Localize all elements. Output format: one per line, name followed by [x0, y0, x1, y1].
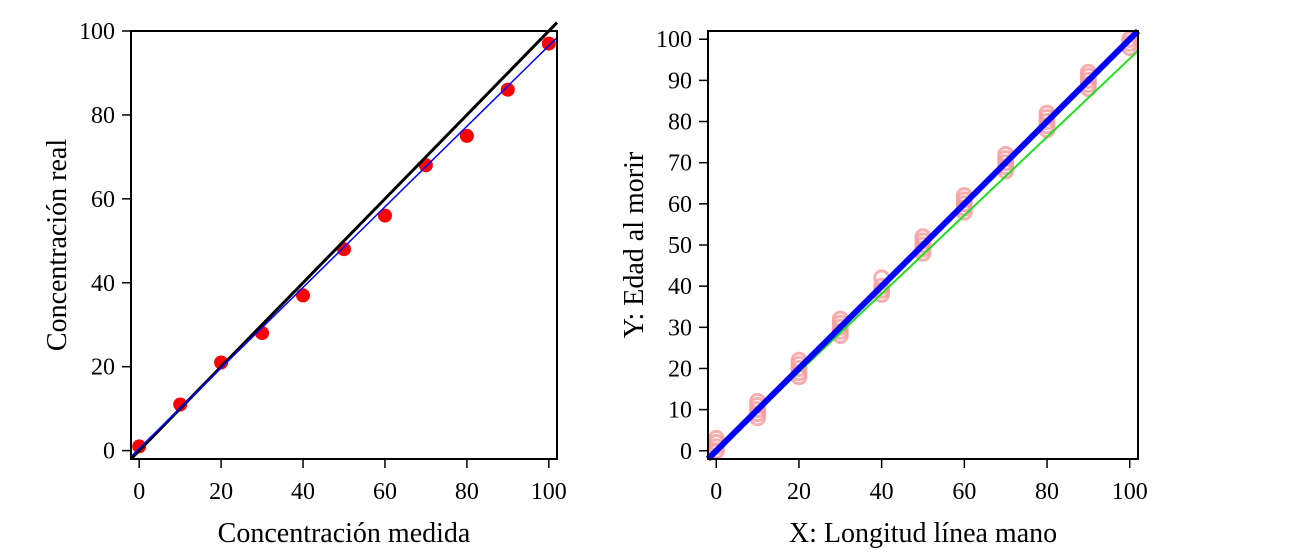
- right-x-axis-title: X: Longitud línea mano: [789, 518, 1057, 549]
- reference-line: [130, 37, 558, 458]
- left-chart-marks: [129, 21, 559, 461]
- reference-line: [705, 28, 1141, 462]
- y-tick-label: 40: [668, 274, 692, 300]
- left-y-axis: 0 20 40 60 80 100: [79, 19, 131, 465]
- data-point: [214, 355, 229, 370]
- y-tick-label: 60: [91, 187, 115, 213]
- right-x-axis: 0 20 40 60 80 100: [710, 459, 1148, 505]
- left-x-axis-title: Concentración medida: [218, 518, 471, 549]
- x-tick-label: 40: [870, 479, 894, 505]
- right-chart-marks: [705, 28, 1141, 462]
- y-tick-label: 10: [668, 398, 692, 424]
- data-point: [296, 288, 310, 303]
- left-chart: 0 20 40 60 80 100 0 20 40 60 80 100 Concentración …: [42, 19, 567, 549]
- x-tick-label: 60: [373, 479, 397, 505]
- y-tick-label: 20: [91, 355, 115, 381]
- data-point: [132, 439, 147, 454]
- y-tick-label: 100: [656, 27, 692, 53]
- x-tick-label: 80: [455, 479, 479, 505]
- data-point: [541, 36, 556, 51]
- right-y-axis: 0 10 20 30 40 50 60 70 80 90 100: [656, 27, 708, 465]
- x-tick-label: 40: [291, 479, 315, 505]
- y-tick-label: 40: [91, 271, 115, 297]
- left-y-axis-title: Concentración real: [42, 139, 73, 351]
- x-tick-label: 20: [209, 479, 233, 505]
- data-point: [1121, 30, 1139, 48]
- x-tick-label: 100: [531, 479, 567, 505]
- data-point: [378, 208, 392, 223]
- x-tick-label: 0: [133, 479, 145, 505]
- y-tick-label: 0: [103, 439, 115, 465]
- data-point: [173, 397, 188, 412]
- x-tick-label: 20: [787, 479, 811, 505]
- y-tick-label: 60: [668, 192, 692, 218]
- x-tick-label: 80: [1035, 479, 1059, 505]
- left-x-axis: 0 20 40 60 80 100: [133, 459, 567, 505]
- y-tick-label: 70: [668, 151, 692, 177]
- y-tick-label: 50: [668, 233, 692, 259]
- y-tick-label: 20: [668, 356, 692, 382]
- y-tick-label: 100: [79, 19, 115, 45]
- y-tick-label: 80: [668, 110, 692, 136]
- data-point: [459, 128, 474, 143]
- right-chart: 0 20 40 60 80 100 0 10 20 30 40 50 60 70 80 90 100 X: L…: [619, 27, 1148, 549]
- y-tick-label: 80: [91, 103, 115, 129]
- data-point: [707, 429, 725, 447]
- x-tick-label: 60: [952, 479, 976, 505]
- y-tick-label: 90: [668, 68, 692, 94]
- x-tick-label: 0: [710, 479, 722, 505]
- x-tick-label: 100: [1112, 479, 1148, 505]
- y-tick-label: 30: [668, 315, 692, 341]
- right-y-axis-title: Y: Edad al morir: [619, 151, 650, 338]
- left-plot-frame: [130, 30, 558, 460]
- y-tick-label: 0: [680, 439, 692, 465]
- data-point: [500, 82, 515, 97]
